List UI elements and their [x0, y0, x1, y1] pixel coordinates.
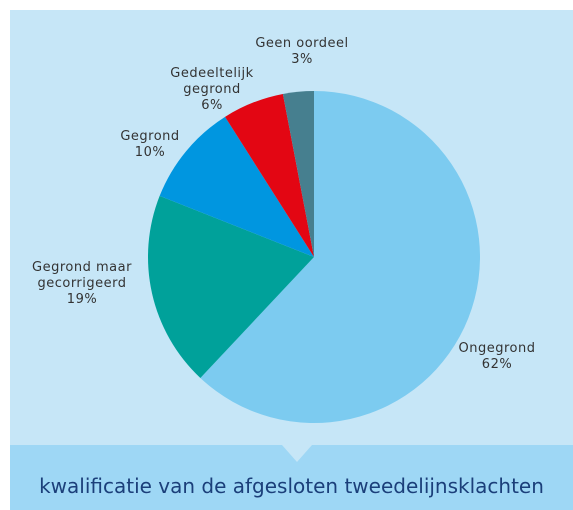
pie-slice	[147, 195, 314, 379]
value-label: 19%	[66, 292, 98, 307]
category-label: Gegrond maar gecorrigeerd	[32, 260, 132, 291]
title-band	[10, 445, 573, 510]
pie-slice	[200, 91, 480, 423]
pie-slice	[159, 116, 314, 257]
slice-label: Geen oordeel 3%	[227, 36, 377, 68]
value-label: 3%	[291, 52, 313, 67]
category-label: Gedeeltelijk gegrond	[170, 66, 254, 97]
slice-label: Gegrond 10%	[100, 129, 200, 161]
value-label: 10%	[134, 145, 166, 160]
category-label: Ongegrond	[458, 341, 536, 356]
pie-slice	[225, 93, 314, 258]
slice-label: Ongegrond 62%	[442, 341, 552, 373]
slice-label: Gegrond maar gecorrigeerd 19%	[17, 260, 147, 308]
slice-label: Gedeeltelijk gegrond 6%	[162, 66, 262, 114]
category-label: Geen oordeel	[255, 36, 349, 51]
chart-title: kwalificatie van de afgesloten tweedelij…	[39, 474, 544, 498]
value-label: 6%	[201, 98, 223, 113]
band-notch	[282, 445, 312, 462]
value-label: 62%	[481, 357, 513, 372]
pie-slice	[282, 91, 314, 257]
category-label: Gegrond	[120, 129, 180, 144]
